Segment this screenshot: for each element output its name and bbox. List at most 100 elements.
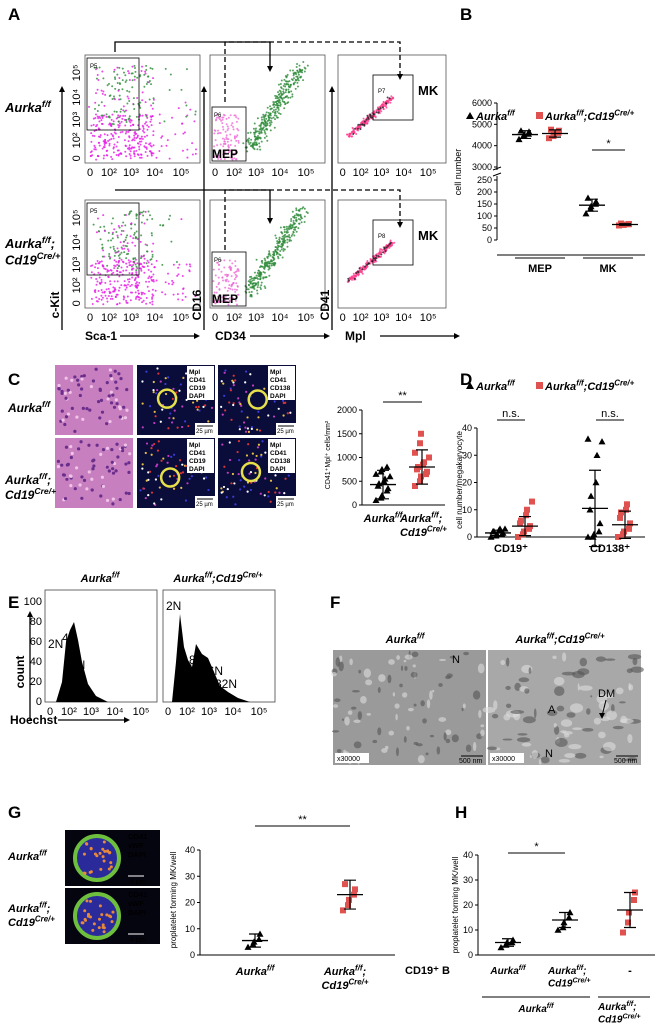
density-dot bbox=[367, 119, 370, 122]
em-texture bbox=[517, 733, 528, 736]
cell-dot bbox=[98, 416, 102, 420]
cell-dot bbox=[114, 380, 118, 384]
genotype-part: f/f bbox=[576, 109, 585, 118]
x-tick-label: 10⁵ bbox=[298, 312, 315, 324]
em-label: N bbox=[452, 654, 460, 666]
em-texture bbox=[331, 730, 340, 733]
density-dot bbox=[151, 297, 154, 300]
density-dot bbox=[109, 268, 112, 271]
gate bbox=[372, 74, 414, 121]
density-dot bbox=[146, 116, 149, 119]
density-dot bbox=[97, 78, 100, 81]
data-point bbox=[631, 897, 637, 903]
density-dot bbox=[101, 291, 104, 294]
density-dot bbox=[194, 113, 197, 116]
data-point bbox=[524, 506, 530, 513]
genotype-part: f/f bbox=[547, 632, 556, 641]
density-dot bbox=[136, 262, 139, 265]
em-texture bbox=[480, 729, 485, 737]
density-dot bbox=[286, 73, 289, 76]
vwf-dot bbox=[110, 920, 114, 924]
density-dot bbox=[118, 122, 121, 125]
genotype-part: Cd19 bbox=[598, 1015, 623, 1026]
x-tick-label: 10⁵ bbox=[298, 167, 315, 179]
cell-dot bbox=[115, 386, 119, 390]
density-dot bbox=[139, 262, 142, 265]
cell-dot bbox=[88, 408, 92, 412]
cell-dot bbox=[185, 372, 188, 375]
density-dot bbox=[96, 267, 99, 270]
density-dot bbox=[89, 151, 92, 154]
cell-dot bbox=[166, 461, 169, 464]
y-tick-label: 10² bbox=[71, 132, 83, 148]
arrow-head bbox=[397, 222, 403, 228]
density-dot bbox=[151, 296, 154, 299]
density-dot bbox=[273, 106, 276, 109]
density-dot bbox=[146, 154, 149, 157]
em-texture bbox=[586, 708, 591, 715]
density-dot bbox=[106, 297, 109, 300]
density-dot bbox=[134, 297, 137, 300]
x-tick-label: CD138⁺ bbox=[590, 543, 630, 555]
y-tick-label: 150 bbox=[477, 199, 492, 209]
density-dot bbox=[283, 101, 286, 104]
cell-dot bbox=[141, 467, 144, 470]
density-dot bbox=[97, 290, 100, 293]
error-bar bbox=[492, 529, 504, 537]
cell-dot bbox=[94, 367, 98, 371]
arrow-head bbox=[329, 86, 335, 92]
density-dot bbox=[259, 266, 262, 269]
density-dot bbox=[356, 129, 359, 132]
density-dot bbox=[143, 73, 146, 76]
density-dot bbox=[112, 123, 115, 126]
density-dot bbox=[267, 268, 270, 271]
cell-dot bbox=[118, 405, 122, 409]
em-texture bbox=[493, 700, 498, 710]
density-dot bbox=[151, 115, 154, 118]
density-dot bbox=[263, 265, 266, 268]
em-texture bbox=[399, 683, 403, 688]
density-dot bbox=[277, 104, 280, 107]
density-dot bbox=[152, 130, 155, 133]
x-tick-label: 10⁵ bbox=[420, 167, 437, 179]
density-dot bbox=[263, 114, 266, 117]
genotype-part: ; bbox=[584, 381, 588, 393]
density-dot bbox=[299, 68, 302, 71]
density-dot bbox=[380, 253, 383, 256]
density-dot bbox=[129, 299, 132, 302]
cell-dot bbox=[91, 379, 96, 383]
density-dot bbox=[116, 73, 119, 76]
cell-dot bbox=[152, 390, 155, 394]
density-dot bbox=[214, 129, 217, 132]
density-dot bbox=[122, 105, 125, 108]
density-dot bbox=[111, 217, 114, 220]
density-dot bbox=[292, 231, 295, 234]
density-dot bbox=[95, 283, 98, 286]
cell-dot bbox=[64, 415, 69, 419]
axis-title: Hoechst bbox=[10, 713, 57, 727]
density-dot bbox=[282, 249, 285, 252]
density-dot bbox=[140, 221, 143, 224]
density-dot bbox=[262, 271, 265, 274]
density-dot bbox=[136, 136, 139, 139]
density-dot bbox=[223, 153, 226, 156]
density-dot bbox=[275, 237, 278, 240]
arrow-head bbox=[267, 66, 273, 72]
em-texture bbox=[449, 655, 455, 659]
genotype-part: f/f bbox=[431, 511, 440, 520]
density-dot bbox=[234, 151, 237, 154]
density-dot bbox=[94, 107, 97, 110]
data-point bbox=[621, 528, 627, 535]
data-point bbox=[372, 470, 380, 477]
cell-dot bbox=[263, 387, 266, 390]
density-dot bbox=[277, 96, 280, 99]
density-dot bbox=[259, 275, 262, 278]
legend-marker bbox=[536, 382, 543, 389]
data-point bbox=[584, 194, 592, 201]
cell-dot bbox=[234, 503, 237, 506]
density-dot bbox=[125, 119, 128, 122]
density-dot bbox=[100, 289, 103, 292]
density-dot bbox=[284, 80, 287, 83]
cell-dot bbox=[141, 402, 144, 405]
density-dot bbox=[251, 146, 254, 149]
